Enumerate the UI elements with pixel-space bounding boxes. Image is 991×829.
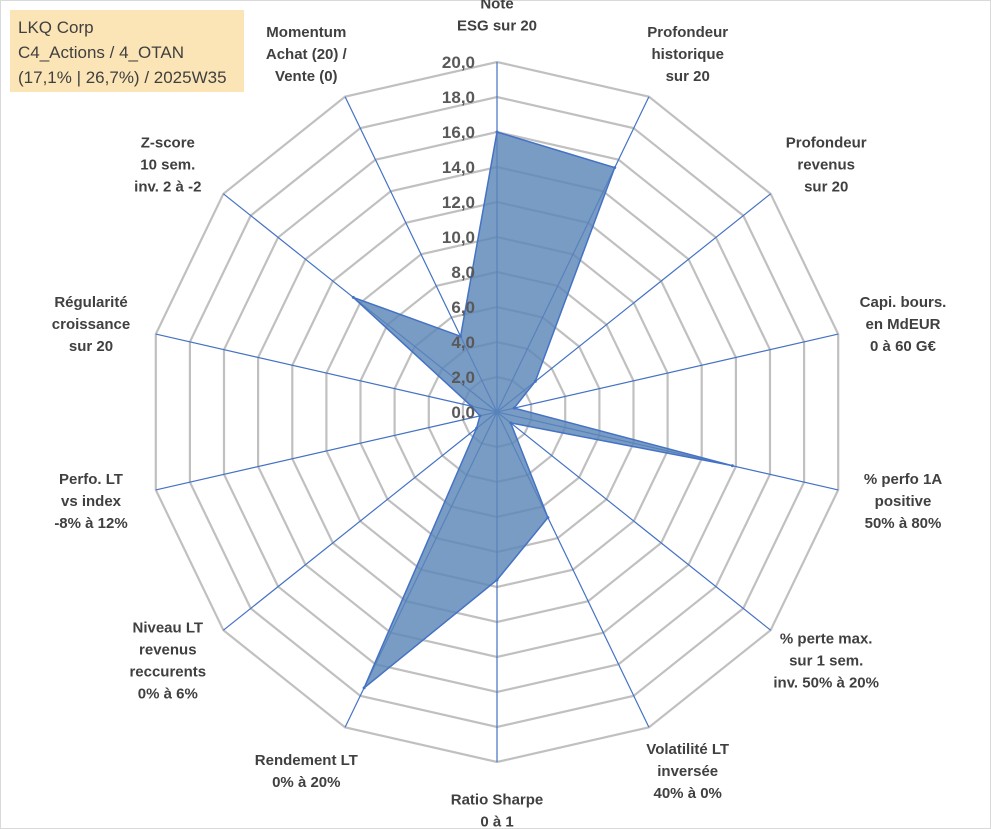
radar-spoke bbox=[496, 333, 839, 413]
axis-label: 0% à 6% bbox=[138, 686, 198, 703]
data-point bbox=[475, 426, 478, 430]
axis-label: 40% à 0% bbox=[654, 785, 722, 802]
tick-label: 6,0 bbox=[451, 298, 475, 317]
axis-label: Z-score bbox=[141, 134, 195, 151]
tick-label: 10,0 bbox=[442, 228, 475, 247]
axis-label: 0 à 60 G€ bbox=[870, 338, 937, 355]
data-point bbox=[546, 516, 550, 520]
series-area bbox=[352, 131, 733, 689]
axis-label: croissance bbox=[52, 316, 130, 333]
axis-label: sur 1 sem. bbox=[789, 653, 863, 670]
data-point bbox=[730, 464, 734, 468]
axis-label: vs index bbox=[61, 493, 122, 510]
axis-label: Achat (20) / bbox=[266, 46, 348, 63]
axis-label: en MdEUR bbox=[866, 316, 941, 333]
tick-label: 18,0 bbox=[442, 88, 475, 107]
tick-label: 16,0 bbox=[442, 123, 475, 142]
portfolio-name: C4_Actions / 4_OTAN bbox=[18, 43, 184, 62]
radar-tick-labels: 0,0 2,0 4,0 6,0 8,0 10,0 12,0 14,0 16,0 18,0 20,0 bbox=[442, 53, 475, 422]
axis-label: Momentum bbox=[266, 24, 346, 41]
data-point bbox=[478, 414, 482, 418]
axis-label: Profondeur bbox=[647, 24, 728, 41]
chart-title-box: LKQ Corp C4_Actions / 4_OTAN (17,1% | 26… bbox=[10, 10, 244, 92]
tick-label: 4,0 bbox=[451, 333, 475, 352]
axis-label: Régularité bbox=[54, 294, 127, 311]
company-name: LKQ Corp bbox=[18, 18, 94, 37]
axis-label: 50% à 80% bbox=[865, 515, 942, 532]
data-point bbox=[459, 334, 463, 338]
axis-label: sur 20 bbox=[804, 178, 848, 195]
axis-label: Niveau LT bbox=[133, 620, 204, 637]
axis-label: historique bbox=[651, 46, 724, 63]
axis-label: revenus bbox=[797, 156, 855, 173]
data-point bbox=[495, 130, 499, 134]
axis-label: Vente (0) bbox=[275, 68, 338, 85]
axis-label: Profondeur bbox=[786, 134, 867, 151]
data-point bbox=[495, 578, 499, 582]
tick-label: 20,0 bbox=[442, 53, 475, 72]
axis-label: -8% à 12% bbox=[54, 515, 127, 532]
radar-series bbox=[351, 130, 734, 690]
axis-label: sur 20 bbox=[666, 68, 710, 85]
axis-label: Ratio Sharpe bbox=[451, 792, 544, 809]
axis-label: Capi. bours. bbox=[860, 294, 947, 311]
axis-label: 0% à 20% bbox=[272, 774, 340, 791]
tick-label: 14,0 bbox=[442, 158, 475, 177]
axis-label: 0 à 1 bbox=[480, 814, 513, 829]
tick-label: 8,0 bbox=[451, 263, 475, 282]
tick-label: 12,0 bbox=[442, 193, 475, 212]
axis-label: inversée bbox=[657, 763, 718, 780]
axis-label: Rendement LT bbox=[255, 752, 358, 769]
data-point bbox=[509, 421, 513, 425]
radar-spoke bbox=[223, 411, 498, 631]
axis-label: reccurents bbox=[129, 664, 206, 681]
radar-spoke bbox=[496, 193, 771, 413]
axis-label: % perfo 1A bbox=[864, 471, 943, 488]
radar-spoke bbox=[155, 411, 498, 491]
performance-week: (17,1% | 26,7%) / 2025W35 bbox=[18, 68, 227, 87]
axis-label: % perte max. bbox=[780, 631, 873, 648]
data-point bbox=[512, 406, 516, 410]
data-point bbox=[351, 295, 355, 299]
data-point bbox=[469, 404, 473, 408]
axis-label: ESG sur 20 bbox=[457, 18, 537, 35]
axis-label: inv. 50% à 20% bbox=[773, 675, 879, 692]
axis-label: positive bbox=[875, 493, 932, 510]
axis-label: Volatilité LT bbox=[646, 741, 729, 758]
radar-spoke bbox=[155, 333, 498, 413]
axis-label: inv. 2 à -2 bbox=[134, 178, 201, 195]
axis-label: Note bbox=[480, 0, 513, 13]
axis-label: 10 sem. bbox=[140, 156, 195, 173]
data-point bbox=[613, 166, 617, 170]
tick-label: 0,0 bbox=[451, 403, 475, 422]
tick-label: 2,0 bbox=[451, 368, 475, 387]
axis-label: sur 20 bbox=[69, 338, 113, 355]
data-point bbox=[533, 379, 537, 383]
radar-spoke bbox=[496, 411, 771, 631]
data-point bbox=[362, 686, 366, 690]
axis-label: Perfo. LT bbox=[59, 471, 123, 488]
axis-label: revenus bbox=[139, 642, 197, 659]
radar-axis-labels: Note ESG sur 20 Profondeur historique sur 20… bbox=[52, 0, 947, 829]
